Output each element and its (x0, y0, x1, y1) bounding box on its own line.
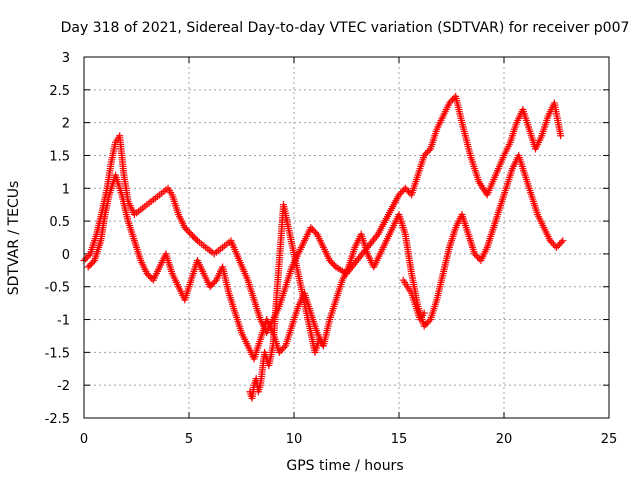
data-point-marker (312, 229, 320, 237)
y-axis-title: SDTVAR / TECUs (6, 181, 22, 296)
data-point-marker (449, 96, 457, 104)
data-point-marker (186, 229, 194, 237)
data-point-marker (556, 240, 564, 248)
data-point-marker (474, 253, 482, 261)
data-point-marker (211, 278, 219, 286)
x-tick-label: 5 (185, 432, 193, 447)
data-point-marker (280, 343, 288, 351)
y-tick-label: 1 (62, 182, 70, 197)
data-point-marker (425, 317, 433, 325)
data-point-marker (423, 148, 431, 156)
data-point-marker (85, 252, 93, 260)
y-tick-label: -0.5 (45, 281, 70, 296)
data-point-marker (425, 147, 433, 155)
series-track-c (246, 201, 428, 402)
data-point-marker (549, 240, 557, 248)
data-point-marker (327, 258, 335, 266)
data-point-marker (206, 283, 214, 291)
grid-lines (84, 57, 609, 418)
x-axis-title: GPS time / hours (286, 458, 403, 474)
data-point-marker (189, 232, 197, 240)
y-tick-label: 1.5 (49, 149, 70, 164)
x-tick-label: 0 (80, 432, 88, 447)
data-point-marker (89, 258, 97, 266)
data-point-marker (308, 225, 316, 233)
y-tick-label: 3 (62, 51, 70, 66)
data-point-marker (87, 260, 95, 268)
data-point-marker (209, 279, 217, 287)
data-point-marker (187, 230, 195, 238)
data-point-marker (84, 263, 92, 271)
data-point-marker (86, 261, 94, 269)
data-point-marker (471, 250, 479, 258)
y-tick-label: -2.5 (45, 412, 70, 427)
data-point-marker (420, 309, 428, 317)
data-point-marker (553, 243, 560, 251)
y-tick-label: -1.5 (45, 346, 70, 361)
data-point-marker (557, 132, 565, 140)
data-point-marker (330, 261, 338, 269)
chart-title: Day 318 of 2021, Sidereal Day-to-day VTE… (61, 20, 630, 36)
data-point-marker (422, 320, 430, 328)
data-point-marker (445, 99, 453, 107)
data-point-marker (397, 189, 405, 197)
data-point-marker (307, 224, 315, 232)
data-point-marker (423, 319, 431, 327)
tick-labels: 0 5 10 15 20 25 -2.5 -2 -1.5 -1 -0.5 0 0.5 1 1.5 2 2.5 3 (45, 51, 618, 447)
x-tick-label: 25 (601, 432, 618, 447)
data-point-marker (548, 238, 556, 246)
data-point-marker (420, 151, 428, 159)
data-point-marker (277, 347, 285, 355)
data-point-marker (557, 238, 565, 246)
data-point-marker (559, 237, 567, 245)
y-tick-label: 0 (62, 248, 70, 263)
data-point-marker (398, 188, 406, 196)
data-point-marker (208, 281, 216, 289)
data-point-marker (192, 235, 200, 243)
data-point-marker (326, 256, 334, 264)
data-markers (80, 92, 567, 402)
data-point-marker (184, 227, 192, 235)
y-tick-label: 0.5 (49, 215, 70, 230)
plot-frame (83, 56, 610, 419)
data-point-marker (190, 234, 198, 241)
data-point-marker (329, 260, 337, 268)
data-point-marker (145, 271, 153, 279)
y-tick-label: 2 (62, 117, 70, 132)
x-tick-label: 15 (391, 432, 408, 447)
series-track-b (84, 151, 567, 363)
data-point-marker (278, 345, 286, 353)
data-point-marker (182, 225, 190, 233)
data-point-marker (143, 270, 151, 278)
data-point-marker (319, 342, 327, 350)
data-point-marker (310, 227, 318, 235)
data-point-marker (472, 252, 480, 260)
y-tick-label: 2.5 (49, 84, 70, 99)
data-point-marker (403, 186, 411, 194)
data-point-marker (146, 273, 154, 281)
x-tick-label: 10 (286, 432, 303, 447)
data-point-marker (546, 237, 554, 245)
data-point-marker (422, 150, 430, 158)
data-point-marker (83, 253, 91, 261)
data-point-marker (420, 322, 428, 330)
data-point-marker (275, 348, 283, 356)
x-tick-label: 20 (496, 432, 513, 447)
data-point-marker (401, 184, 409, 192)
data-point-marker (395, 191, 403, 199)
data-point-marker (404, 188, 412, 196)
y-tick-label: -2 (57, 379, 70, 394)
data-point-marker (554, 242, 562, 250)
data-point-marker (82, 255, 90, 263)
y-tick-label: -1 (57, 314, 70, 329)
data-point-marker (181, 224, 189, 232)
